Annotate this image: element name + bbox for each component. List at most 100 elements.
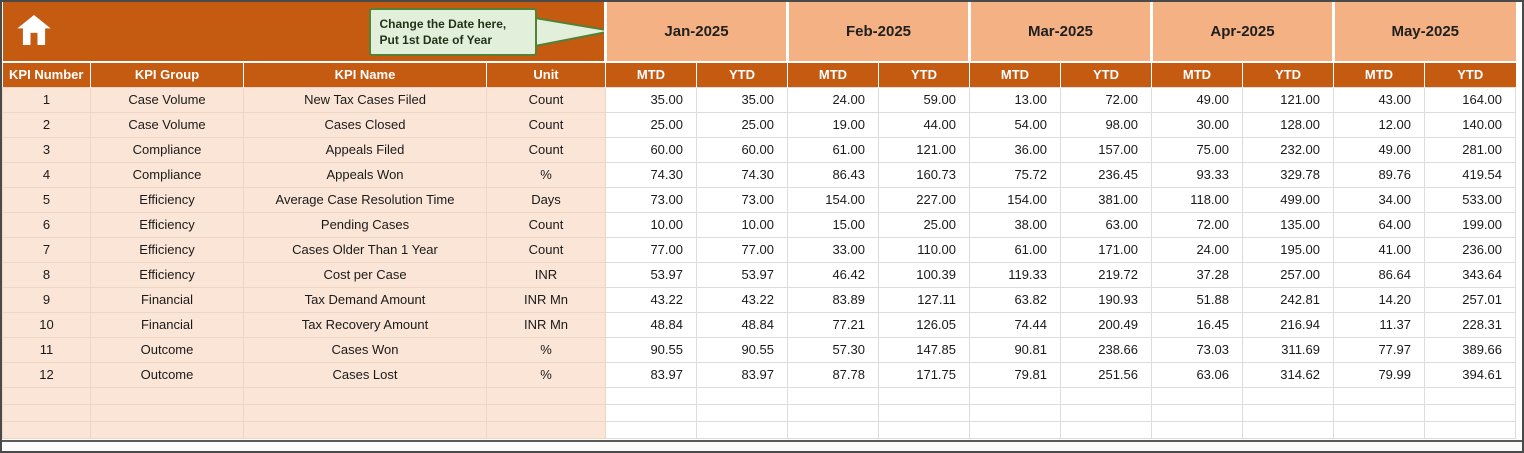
kpi-name-cell[interactable]: New Tax Cases Filed [243, 86, 487, 113]
value-cell[interactable]: 90.81 [969, 336, 1061, 363]
value-cell[interactable]: 90.55 [696, 336, 788, 363]
value-cell[interactable]: 14.20 [1333, 286, 1425, 313]
value-cell[interactable]: 219.72 [1060, 261, 1152, 288]
value-cell[interactable]: 75.72 [969, 161, 1061, 188]
unit-cell[interactable]: % [486, 336, 606, 363]
value-cell[interactable]: 25.00 [696, 111, 788, 138]
value-cell[interactable]: 73.00 [605, 186, 697, 213]
value-cell[interactable]: 251.56 [1060, 361, 1152, 388]
kpi-name-cell[interactable]: Cases Older Than 1 Year [243, 236, 487, 263]
value-cell[interactable]: 93.33 [1151, 161, 1243, 188]
value-cell[interactable]: 77.00 [605, 236, 697, 263]
kpi-group-cell[interactable]: Efficiency [90, 236, 244, 263]
value-cell[interactable]: 72.00 [1151, 211, 1243, 238]
empty-cell[interactable] [1151, 403, 1243, 422]
empty-cell[interactable] [878, 420, 970, 439]
value-cell[interactable]: 140.00 [1424, 111, 1516, 138]
value-cell[interactable]: 83.89 [787, 286, 879, 313]
kpi-number-cell[interactable]: 5 [2, 186, 91, 213]
kpi-number-cell[interactable]: 1 [2, 86, 91, 113]
empty-cell[interactable] [243, 420, 487, 439]
empty-cell[interactable] [787, 420, 879, 439]
value-cell[interactable]: 110.00 [878, 236, 970, 263]
unit-cell[interactable]: INR Mn [486, 311, 606, 338]
value-cell[interactable]: 86.64 [1333, 261, 1425, 288]
value-cell[interactable]: 242.81 [1242, 286, 1334, 313]
value-cell[interactable]: 77.00 [696, 236, 788, 263]
kpi-name-cell[interactable]: Tax Demand Amount [243, 286, 487, 313]
value-cell[interactable]: 381.00 [1060, 186, 1152, 213]
value-cell[interactable]: 30.00 [1151, 111, 1243, 138]
value-cell[interactable]: 43.00 [1333, 86, 1425, 113]
kpi-number-cell[interactable]: 7 [2, 236, 91, 263]
month-header-jan[interactable]: Jan-2025 [604, 2, 788, 63]
kpi-group-cell[interactable]: Case Volume [90, 86, 244, 113]
value-cell[interactable]: 24.00 [787, 86, 879, 113]
home-icon[interactable] [14, 10, 54, 50]
value-cell[interactable]: 10.00 [696, 211, 788, 238]
value-cell[interactable]: 238.66 [1060, 336, 1152, 363]
unit-cell[interactable]: INR [486, 261, 606, 288]
kpi-number-cell[interactable]: 4 [2, 161, 91, 188]
kpi-group-cell[interactable]: Efficiency [90, 186, 244, 213]
value-cell[interactable]: 53.97 [696, 261, 788, 288]
value-cell[interactable]: 171.75 [878, 361, 970, 388]
value-cell[interactable]: 227.00 [878, 186, 970, 213]
value-cell[interactable]: 128.00 [1242, 111, 1334, 138]
value-cell[interactable]: 79.99 [1333, 361, 1425, 388]
empty-cell[interactable] [1424, 403, 1516, 422]
value-cell[interactable]: 499.00 [1242, 186, 1334, 213]
col-header-ytd[interactable]: YTD [1424, 62, 1516, 87]
value-cell[interactable]: 281.00 [1424, 136, 1516, 163]
kpi-number-cell[interactable]: 11 [2, 336, 91, 363]
kpi-name-cell[interactable]: Tax Recovery Amount [243, 311, 487, 338]
value-cell[interactable]: 154.00 [787, 186, 879, 213]
kpi-number-cell[interactable]: 9 [2, 286, 91, 313]
value-cell[interactable]: 86.43 [787, 161, 879, 188]
kpi-name-cell[interactable]: Cases Lost [243, 361, 487, 388]
value-cell[interactable]: 75.00 [1151, 136, 1243, 163]
value-cell[interactable]: 33.00 [787, 236, 879, 263]
value-cell[interactable]: 10.00 [605, 211, 697, 238]
kpi-number-cell[interactable]: 3 [2, 136, 91, 163]
kpi-group-cell[interactable]: Financial [90, 311, 244, 338]
unit-cell[interactable]: Days [486, 186, 606, 213]
empty-cell[interactable] [486, 386, 606, 405]
empty-cell[interactable] [605, 403, 697, 422]
col-header-mtd[interactable]: MTD [605, 62, 697, 87]
kpi-number-cell[interactable]: 2 [2, 111, 91, 138]
value-cell[interactable]: 100.39 [878, 261, 970, 288]
empty-cell[interactable] [1333, 403, 1425, 422]
value-cell[interactable]: 34.00 [1333, 186, 1425, 213]
value-cell[interactable]: 236.00 [1424, 236, 1516, 263]
value-cell[interactable]: 13.00 [969, 86, 1061, 113]
empty-cell[interactable] [90, 386, 244, 405]
value-cell[interactable]: 83.97 [605, 361, 697, 388]
value-cell[interactable]: 257.01 [1424, 286, 1516, 313]
empty-cell[interactable] [605, 420, 697, 439]
value-cell[interactable]: 48.84 [696, 311, 788, 338]
value-cell[interactable]: 171.00 [1060, 236, 1152, 263]
col-header-ytd[interactable]: YTD [1242, 62, 1334, 87]
kpi-name-cell[interactable]: Average Case Resolution Time [243, 186, 487, 213]
kpi-name-cell[interactable]: Appeals Won [243, 161, 487, 188]
empty-cell[interactable] [1333, 420, 1425, 439]
empty-cell[interactable] [696, 403, 788, 422]
value-cell[interactable]: 43.22 [696, 286, 788, 313]
value-cell[interactable]: 11.37 [1333, 311, 1425, 338]
value-cell[interactable]: 419.54 [1424, 161, 1516, 188]
value-cell[interactable]: 74.30 [696, 161, 788, 188]
value-cell[interactable]: 87.78 [787, 361, 879, 388]
value-cell[interactable]: 200.49 [1060, 311, 1152, 338]
value-cell[interactable]: 43.22 [605, 286, 697, 313]
kpi-group-cell[interactable]: Outcome [90, 336, 244, 363]
col-header-mtd[interactable]: MTD [787, 62, 879, 87]
value-cell[interactable]: 59.00 [878, 86, 970, 113]
empty-cell[interactable] [1060, 420, 1152, 439]
value-cell[interactable]: 79.81 [969, 361, 1061, 388]
value-cell[interactable]: 314.62 [1242, 361, 1334, 388]
value-cell[interactable]: 126.05 [878, 311, 970, 338]
value-cell[interactable]: 74.30 [605, 161, 697, 188]
kpi-number-cell[interactable]: 10 [2, 311, 91, 338]
value-cell[interactable]: 121.00 [878, 136, 970, 163]
